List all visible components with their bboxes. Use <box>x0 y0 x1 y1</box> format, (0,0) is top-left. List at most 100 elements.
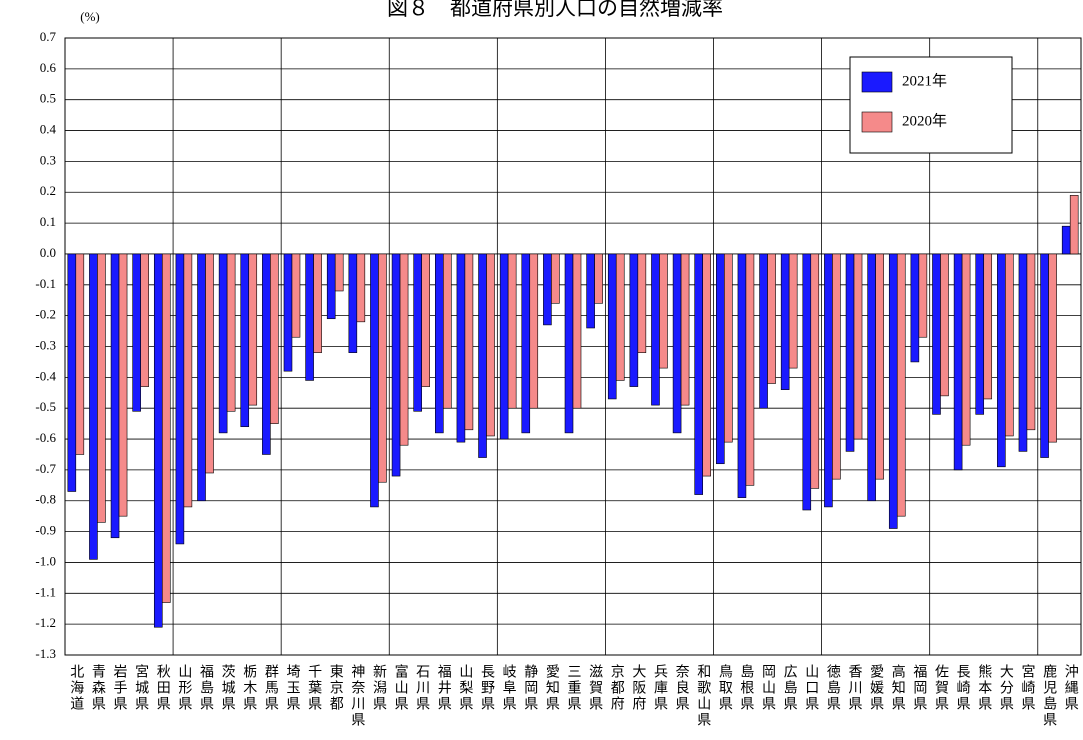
bar <box>594 253 603 304</box>
legend-box <box>849 56 1013 154</box>
bar <box>1069 195 1079 255</box>
x-tick-label: 京都府 <box>609 664 625 712</box>
bar <box>615 253 625 381</box>
bar <box>140 253 149 387</box>
y-tick-label: -0.7 <box>35 461 56 476</box>
x-tick-label: 福島県 <box>198 664 214 712</box>
bar <box>940 253 949 397</box>
bar <box>824 253 833 508</box>
x-tick-label: 北海道 <box>68 664 84 712</box>
y-tick-label: 0.1 <box>40 214 56 229</box>
bar <box>975 253 985 415</box>
bar <box>737 253 747 498</box>
x-tick-label: 愛媛県 <box>868 664 884 712</box>
x-tick-label: 埼玉県 <box>284 664 300 712</box>
bar <box>983 253 993 400</box>
bar <box>413 253 422 412</box>
bar <box>888 253 898 529</box>
y-tick-label: 0.5 <box>40 91 56 106</box>
bar <box>521 253 531 434</box>
bar <box>161 253 171 603</box>
y-tick-label: 0.3 <box>40 152 56 167</box>
bar <box>240 253 250 428</box>
bar <box>291 253 301 338</box>
x-tick-label: 宮崎県 <box>1019 664 1035 712</box>
bar <box>348 253 358 353</box>
bar <box>378 253 387 483</box>
bar <box>270 253 279 424</box>
bar <box>845 253 855 452</box>
bar <box>89 253 98 560</box>
y-tick-label: -0.4 <box>35 368 56 383</box>
x-tick-label: 東京都 <box>328 664 344 712</box>
bar <box>464 253 474 431</box>
bar <box>564 253 574 434</box>
bar <box>572 253 582 409</box>
bar <box>110 253 120 539</box>
bar <box>659 253 668 369</box>
bar <box>759 253 768 409</box>
bar <box>961 253 971 446</box>
y-tick-label: -1.1 <box>35 584 56 599</box>
bar <box>702 253 712 477</box>
bar <box>205 253 214 474</box>
bar <box>183 253 193 508</box>
bar <box>672 253 682 434</box>
bar <box>529 253 539 409</box>
x-tick-label: 高知県 <box>890 663 906 712</box>
bar <box>680 253 690 406</box>
x-tick-label: 秋田県 <box>155 664 171 712</box>
bar <box>875 253 884 480</box>
bar <box>218 253 228 434</box>
bar <box>853 253 863 440</box>
legend-swatch <box>861 111 893 133</box>
x-tick-label: 沖縄県 <box>1063 664 1079 712</box>
x-tick-label: 石川県 <box>414 664 430 712</box>
x-tick-label: 熊本県 <box>976 664 992 712</box>
bar <box>97 253 106 523</box>
bar <box>867 253 876 502</box>
bar <box>175 253 185 545</box>
bar <box>910 253 920 363</box>
x-tick-label: 富山県 <box>393 663 409 712</box>
bar <box>543 253 552 326</box>
bar <box>118 253 128 517</box>
x-tick-label: 静岡県 <box>522 664 538 712</box>
bar <box>1026 253 1036 431</box>
bar <box>75 253 85 455</box>
x-tick-label: 鹿児島県 <box>1041 663 1057 728</box>
bar <box>313 253 322 353</box>
bar <box>1005 253 1014 437</box>
legend-swatch <box>861 71 893 93</box>
x-tick-label: 佐賀県 <box>933 664 949 712</box>
x-tick-label: 兵庫県 <box>652 664 668 712</box>
bar <box>356 253 366 323</box>
bar <box>132 253 141 412</box>
y-tick-label: -0.1 <box>35 276 56 291</box>
bar <box>997 253 1006 468</box>
bar <box>810 253 820 489</box>
x-tick-label: 山口県 <box>803 664 819 712</box>
bar <box>637 253 647 353</box>
bar <box>953 253 963 471</box>
bar <box>248 253 258 406</box>
x-tick-label: 岡山県 <box>760 664 776 712</box>
bar <box>67 253 77 492</box>
x-tick-label: 島根県 <box>738 664 754 712</box>
chart-title: 図８ 都道府県別人口の自然増減率 <box>387 0 723 20</box>
x-tick-label: 岐阜県 <box>501 664 517 712</box>
bar <box>918 253 928 338</box>
x-tick-label: 愛知県 <box>544 664 560 712</box>
x-tick-label: 茨城県 <box>220 664 236 712</box>
y-tick-label: -1.0 <box>35 553 56 568</box>
bar <box>262 253 271 455</box>
y-tick-label: 0.0 <box>40 245 56 260</box>
bar <box>305 253 314 381</box>
x-tick-label: 奈良県 <box>674 664 690 712</box>
y-tick-label: 0.4 <box>40 122 57 137</box>
y-tick-label: 0.7 <box>40 29 57 44</box>
bar <box>651 253 660 406</box>
plot-frame <box>64 37 1082 656</box>
bar <box>507 253 517 409</box>
x-tick-label: 岩手県 <box>112 664 128 712</box>
